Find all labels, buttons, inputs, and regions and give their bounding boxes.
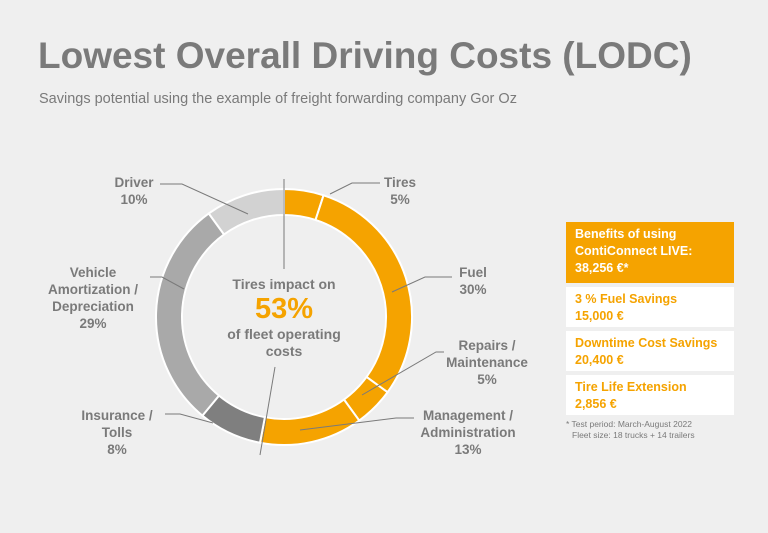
leader-fuel [391, 276, 452, 293]
page-subtitle: Savings potential using the example of f… [39, 91, 517, 107]
tires-divider-bottom [259, 366, 276, 456]
page-title: Lowest Overall Driving Costs (LODC) [38, 35, 692, 76]
label-fuel: Fuel 30% [459, 265, 487, 297]
center-value: 53% [254, 293, 314, 325]
benefit-downtime-savings: Downtime Cost Savings 20,400 € [566, 331, 734, 371]
leader-insurance [165, 413, 214, 424]
donut-hole [183, 216, 385, 418]
label-repairs: Repairs / Maintenance 5% [446, 338, 528, 387]
label-tires: Tires 5% [383, 175, 417, 207]
center-line2: of fleet operating [227, 326, 341, 342]
leader-driver [160, 183, 249, 215]
label-driver: Driver 10% [114, 175, 154, 207]
leader-repairs [361, 351, 444, 396]
footnote: * Test period: March-August 2022 Fleet si… [566, 419, 695, 440]
center-line1: Tires impact on [232, 276, 336, 292]
label-insurance: Insurance / Tolls 8% [81, 408, 153, 457]
leader-tires [329, 182, 380, 195]
leader-vehicle [150, 276, 185, 290]
benefit-fuel-savings: 3 % Fuel Savings 15,000 € [566, 287, 734, 327]
benefits-headline: Benefits of using ContiConnect LIVE: 38,25… [566, 222, 734, 283]
leader-management [299, 417, 414, 431]
label-management: Management / Administration 13% [420, 408, 516, 457]
benefit-tire-life: Tire Life Extension 2,856 € [566, 375, 734, 415]
center-line3: costs [265, 343, 303, 359]
label-vehicle: Vehicle Amortization / Depreciation 29% [48, 265, 138, 331]
